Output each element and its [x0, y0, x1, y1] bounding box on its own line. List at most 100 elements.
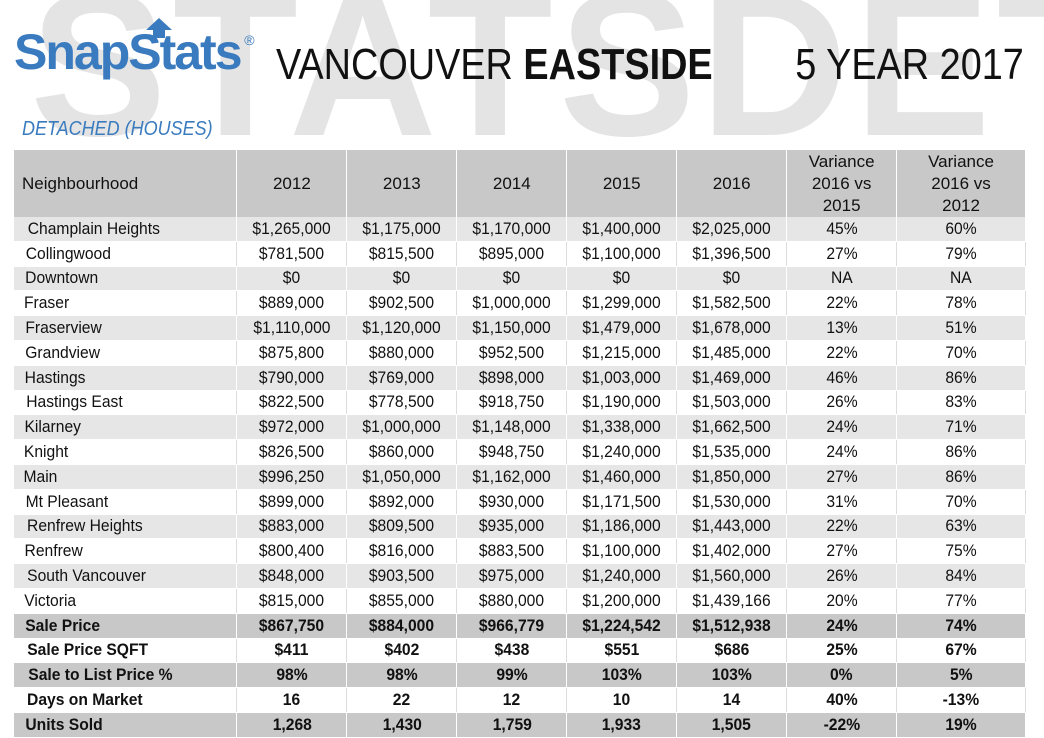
column-header: Variance 2016 vs 2012: [896, 150, 1026, 217]
neighbourhood-name: Grandview: [14, 340, 238, 366]
table-cell: -22%: [786, 712, 898, 738]
table-cell: 67%: [896, 638, 1026, 664]
cell-value: $1,396,500: [692, 243, 771, 263]
table-cell: $1,299,000: [566, 290, 678, 317]
table-cell: $551: [566, 638, 678, 664]
cell-value: $1,175,000: [362, 218, 441, 238]
cell-value: Sale Price SQFT: [27, 640, 149, 660]
table-cell: 70%: [896, 489, 1026, 515]
cell-value: $1,479,000: [582, 318, 661, 338]
cell-value: $1,162,000: [472, 466, 551, 486]
cell-value: $800,400: [259, 541, 325, 561]
neighbourhood-row: Mt Pleasant $899,000 $892,000 $930,000 $1,17…: [14, 489, 1026, 515]
cell-value: 51%: [945, 318, 977, 338]
cell-value: Sale Price: [25, 615, 101, 635]
report-title: VANCOUVER EASTSIDE: [276, 38, 713, 92]
table-cell: $809,500: [346, 514, 458, 540]
table-cell: 1,505: [676, 712, 788, 738]
neighbourhood-row: Main $996,250 $1,050,000 $1,162,000 $1,460,0…: [14, 464, 1026, 490]
cell-value: 1,505: [712, 714, 752, 734]
cell-value: 46%: [825, 367, 858, 387]
table-cell: 24%: [786, 414, 898, 441]
cell-value: $889,000: [259, 293, 325, 313]
cell-value: South Vancouver: [27, 566, 147, 586]
cell-value: $1,000,000: [472, 293, 551, 313]
cell-value: $1,662,500: [692, 417, 771, 437]
table-cell: $1,000,000: [346, 414, 458, 441]
table-cell: $438: [456, 638, 568, 664]
cell-value: $1,190,000: [582, 392, 661, 412]
table-cell: $1,439,166: [676, 588, 788, 614]
table-cell: $1,582,500: [676, 290, 788, 317]
cell-value: $809,500: [369, 516, 435, 536]
cell-value: $0: [503, 268, 521, 288]
neighbourhood-name: Renfrew Heights: [14, 514, 238, 540]
cell-value: $1,299,000: [582, 293, 661, 313]
table-cell: $0: [236, 266, 348, 292]
cell-value: 0%: [830, 665, 853, 685]
cell-value: $1,171,500: [582, 491, 661, 511]
table-body: Champlain Heights $1,265,000 $1,175,000 $1,…: [14, 217, 1026, 738]
cell-value: 16: [283, 690, 301, 710]
table-cell: $1,485,000: [676, 340, 788, 366]
table-cell: $903,500: [346, 563, 458, 589]
column-header: 2015: [566, 150, 678, 217]
table-cell: $860,000: [346, 439, 458, 465]
cell-value: 19%: [945, 714, 977, 734]
table-cell: $402: [346, 638, 458, 664]
table-cell: $1,338,000: [566, 414, 678, 441]
cell-value: Days on Market: [27, 690, 143, 710]
table-cell: 27%: [786, 464, 898, 490]
cell-value: 22%: [825, 516, 858, 536]
table-cell: 13%: [786, 315, 898, 341]
neighbourhood-row: Champlain Heights $1,265,000 $1,175,000 $1,…: [14, 217, 1026, 242]
table-cell: $884,000: [346, 613, 458, 639]
table-cell: 45%: [786, 217, 898, 242]
table-cell: 31%: [786, 489, 898, 515]
cell-value: $1,402,000: [692, 541, 771, 561]
table-cell: 98%: [236, 662, 348, 689]
cell-value: Mt Pleasant: [25, 491, 109, 511]
cell-value: $1,240,000: [582, 442, 661, 462]
table-cell: $790,000: [236, 365, 348, 391]
cell-value: $855,000: [369, 590, 435, 610]
cell-value: $898,000: [479, 367, 545, 387]
cell-value: 86%: [945, 442, 977, 462]
table-cell: $1,460,000: [566, 464, 678, 490]
table-cell: 98%: [346, 662, 458, 689]
cell-value: NA: [950, 268, 972, 288]
table-cell: $815,500: [346, 241, 458, 267]
table-cell: $686: [676, 638, 788, 664]
table-cell: 10: [566, 687, 678, 713]
column-header: 2016: [676, 150, 788, 217]
table-cell: 103%: [566, 662, 678, 689]
table-cell: 27%: [786, 538, 898, 565]
cell-value: 13%: [825, 318, 858, 338]
cell-value: $0: [283, 268, 301, 288]
cell-value: 27%: [825, 243, 858, 263]
cell-value: $1,100,000: [582, 243, 661, 263]
cell-value: 1,759: [492, 714, 532, 734]
table-cell: 12: [456, 687, 568, 713]
table-cell: 5%: [896, 662, 1026, 689]
neighbourhood-row: Downtown $0 $0 $0 $0 $0 NA NA: [14, 266, 1026, 292]
cell-value: 25%: [825, 640, 858, 660]
table-cell: $0: [566, 266, 678, 292]
logo-text: SnapStats: [14, 24, 243, 80]
table-cell: $1,171,500: [566, 489, 678, 515]
neighbourhood-row: Fraserview $1,110,000 $1,120,000 $1,150,000…: [14, 315, 1026, 341]
table-cell: $1,110,000: [236, 315, 348, 341]
cell-value: 26%: [825, 566, 858, 586]
cell-value: 103%: [711, 665, 752, 685]
table-cell: $1,170,000: [456, 217, 568, 242]
cell-value: 1,268: [272, 714, 312, 734]
cell-value: $875,800: [259, 342, 325, 362]
cell-value: $880,000: [369, 342, 435, 362]
table-cell: $781,500: [236, 241, 348, 267]
cell-value: $1,535,000: [692, 442, 771, 462]
cell-value: 22: [393, 690, 411, 710]
cell-value: $1,530,000: [692, 491, 771, 511]
table-cell: 79%: [896, 241, 1026, 267]
table-cell: 24%: [786, 439, 898, 465]
table-cell: $1,224,542: [566, 613, 678, 639]
